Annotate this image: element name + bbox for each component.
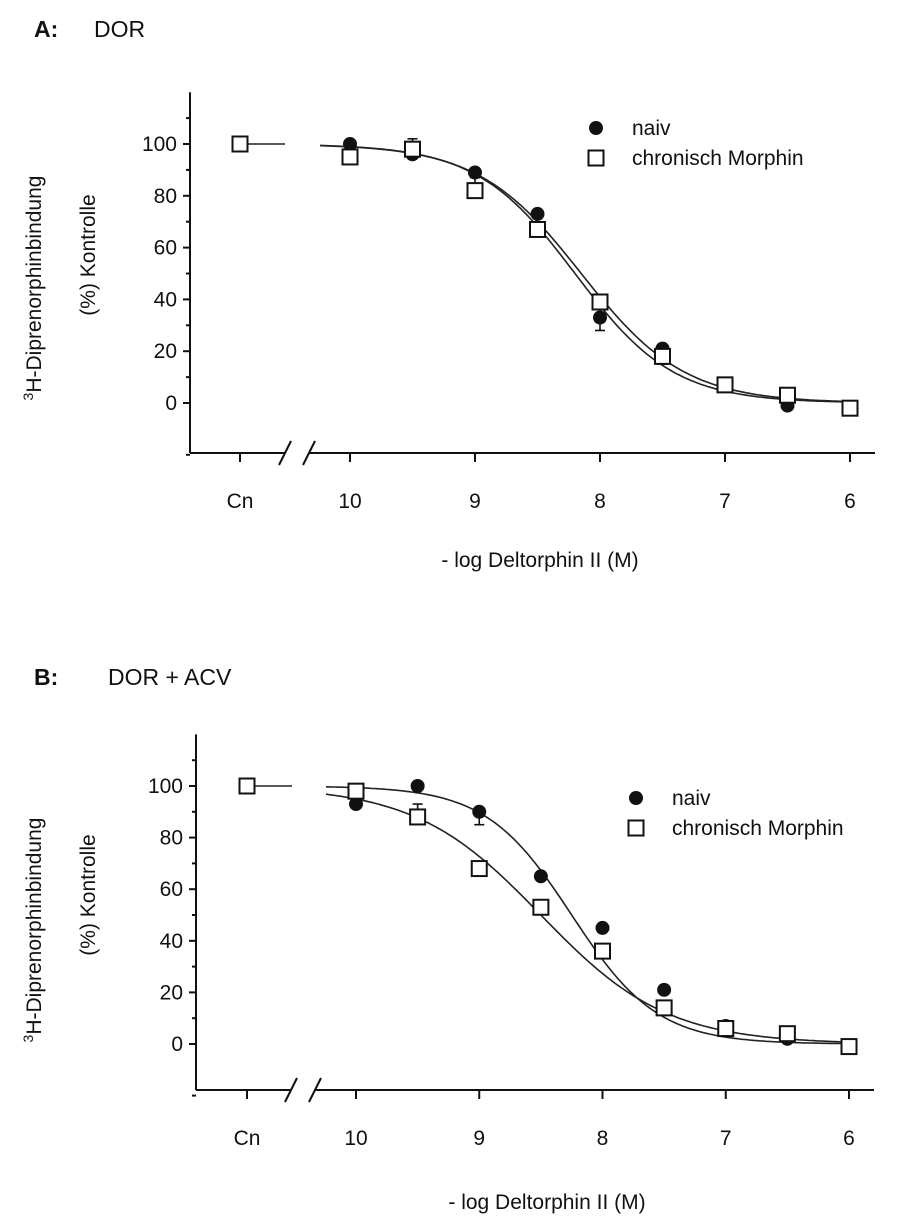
panel-a-data-point-chronisch-morphin: [341, 148, 359, 166]
panel-b-data-point-chronisch-morphin: [778, 1025, 796, 1043]
panel-b-y-tick-label: 0: [171, 1033, 183, 1056]
panel-a-y-ticks: 100 80 60 40 20 0: [142, 117, 190, 456]
panel-b-data-point-chronisch-morphin: [409, 808, 427, 826]
panel-b-axis-break-mark-right: [308, 1077, 322, 1103]
panel-a-x-tick-label: 9: [469, 490, 481, 513]
panel-a-fit-curve-chronisch-morphin: [319, 144, 851, 403]
panel-a-data-point-naiv: [530, 206, 545, 221]
panel-a-x-tick-label: 6: [844, 490, 856, 513]
panel-b-data-point-naiv: [410, 779, 425, 793]
panel-a-y-axis-label-main: H-Diprenorphinbindung: [23, 176, 46, 393]
panel-a-y-tick-label: 80: [154, 185, 177, 208]
panel-a: A: DOR - log Deltorphin II (M) 3H-Dipren…: [20, 16, 875, 572]
panel-b-x-tick-label: 10: [344, 1127, 367, 1150]
panel-a-legend-label-naiv: naiv: [632, 117, 671, 140]
panel-b-y-tick-label: 60: [160, 878, 183, 901]
panel-a-y-tick-label: 0: [165, 392, 177, 415]
panel-b-x-tick-label: 7: [720, 1127, 732, 1150]
panel-b-axis-break-mark-left: [284, 1077, 298, 1103]
panel-a-axis-break-mark-right: [302, 440, 316, 466]
panel-b-data-point-chronisch-morphin: [347, 782, 365, 800]
panel-a-data-point-naiv: [468, 165, 482, 180]
panel-b-y-ticks: 100 80 60 40 20 0: [148, 759, 196, 1097]
panel-b-data-point-naiv: [657, 982, 672, 997]
panel-a-fit-curve-naiv: [320, 144, 850, 403]
panel-b-data-point-naiv: [472, 804, 487, 819]
panel-b-y-tick-label: 80: [160, 827, 183, 850]
panel-b-fit-curve-naiv: [325, 786, 849, 1045]
panel-a-axis-break-mark-left: [278, 440, 292, 466]
panel-b-y-axis-label-main: H-Diprenorphinbindung: [23, 818, 46, 1035]
panel-b-data-points: [238, 777, 858, 1056]
panel-a-y-tick-label: 20: [154, 340, 177, 363]
panel-b-legend-marker-naiv: [629, 791, 643, 805]
panel-b-y-tick-label: 40: [160, 930, 183, 953]
panel-b-y-axis-label-secondary: (%) Kontrolle: [77, 834, 100, 955]
panel-a-y-tick-label: 40: [154, 288, 177, 311]
panel-a-y-axis-label-secondary: (%) Kontrolle: [77, 194, 100, 315]
panel-b-data-point-naiv: [595, 920, 610, 935]
panel-b-y-tick-label: 20: [160, 981, 183, 1004]
panel-b-legend: naiv chronisch Morphin: [627, 787, 844, 840]
panel-b-x-tick-label-cn: Cn: [234, 1127, 261, 1150]
panel-b: B: DOR + ACV - log Deltorphin II (M) 3H-…: [20, 664, 874, 1214]
panel-a-x-tick-label: 10: [338, 490, 361, 513]
panel-a-data-point-chronisch-morphin: [529, 220, 546, 238]
panel-b-data-point-naiv: [349, 797, 363, 812]
panel-a-x-tick-label-cn: Cn: [227, 490, 254, 513]
panel-a-legend-marker-chronisch-morphin: [587, 149, 605, 167]
panel-a-data-points: [231, 135, 859, 417]
panel-b-data-point-chronisch-morphin: [717, 1020, 735, 1038]
panel-b-x-tick-label: 6: [843, 1127, 855, 1150]
panel-a-control-point-chronisch-morphin: [231, 135, 249, 153]
panel-a-data-point-naiv: [343, 137, 357, 151]
panel-a-data-point-chronisch-morphin: [404, 140, 421, 158]
panel-b-legend-label-naiv: naiv: [672, 787, 711, 810]
panel-a-y-tick-label: 100: [142, 133, 177, 156]
panel-a-data-point-chronisch-morphin: [779, 386, 796, 404]
panel-a-x-axis-label: - log Deltorphin II (M): [441, 549, 638, 572]
panel-b-legend-label-chronisch-morphin: chronisch Morphin: [672, 817, 844, 840]
panel-a-legend-marker-naiv: [589, 121, 603, 135]
panel-b-control-point-chronisch-morphin: [238, 777, 256, 795]
panel-a-y-axis-label: 3H-Diprenorphinbindung: [20, 176, 46, 401]
panel-a-legend-label-chronisch-morphin: chronisch Morphin: [632, 147, 804, 170]
panel-b-data-point-chronisch-morphin: [594, 942, 611, 960]
panel-b-title: DOR + ACV: [108, 664, 232, 690]
panel-b-y-axis-label-superscript: 3: [20, 1034, 36, 1042]
panel-a-data-point-chronisch-morphin: [654, 347, 671, 365]
panel-a-x-tick-label: 7: [719, 490, 731, 513]
panel-b-x-ticks: Cn 10 9 8 7 6: [234, 1090, 855, 1150]
panel-a-y-tick-label: 60: [154, 237, 177, 260]
panel-a-legend: naiv chronisch Morphin: [587, 117, 804, 170]
panel-a-data-point-chronisch-morphin: [841, 399, 859, 417]
panel-a-label: A:: [34, 16, 58, 42]
panel-b-data-point-chronisch-morphin: [840, 1038, 858, 1056]
panel-a-x-ticks: Cn 10 9 8 7 6: [227, 453, 856, 513]
panel-b-x-axis-label: - log Deltorphin II (M): [448, 1191, 645, 1214]
panel-b-legend-marker-chronisch-morphin: [627, 819, 645, 837]
panel-b-x-tick-label: 8: [597, 1127, 609, 1150]
panel-b-x-tick-label: 9: [473, 1127, 485, 1150]
panel-b-y-tick-label: 100: [148, 775, 183, 798]
panel-b-axes: [195, 734, 874, 1103]
panel-a-data-point-chronisch-morphin: [716, 376, 734, 394]
panel-b-label: B:: [34, 664, 58, 690]
panel-b-data-point-chronisch-morphin: [655, 999, 673, 1017]
panel-a-data-point-chronisch-morphin: [591, 293, 609, 311]
panel-a-title: DOR: [94, 16, 145, 42]
panel-b-y-axis-label: 3H-Diprenorphinbindung: [20, 818, 46, 1043]
panel-a-x-tick-label: 8: [594, 490, 606, 513]
panel-a-fit-curves: [240, 143, 851, 403]
panel-b-data-point-chronisch-morphin: [470, 860, 488, 878]
panel-b-data-point-chronisch-morphin: [532, 898, 550, 916]
panel-a-data-point-naiv: [593, 310, 607, 325]
panel-b-data-point-naiv: [533, 869, 548, 884]
panel-a-y-axis-label-superscript: 3: [20, 392, 36, 400]
panel-a-data-point-chronisch-morphin: [466, 182, 484, 200]
